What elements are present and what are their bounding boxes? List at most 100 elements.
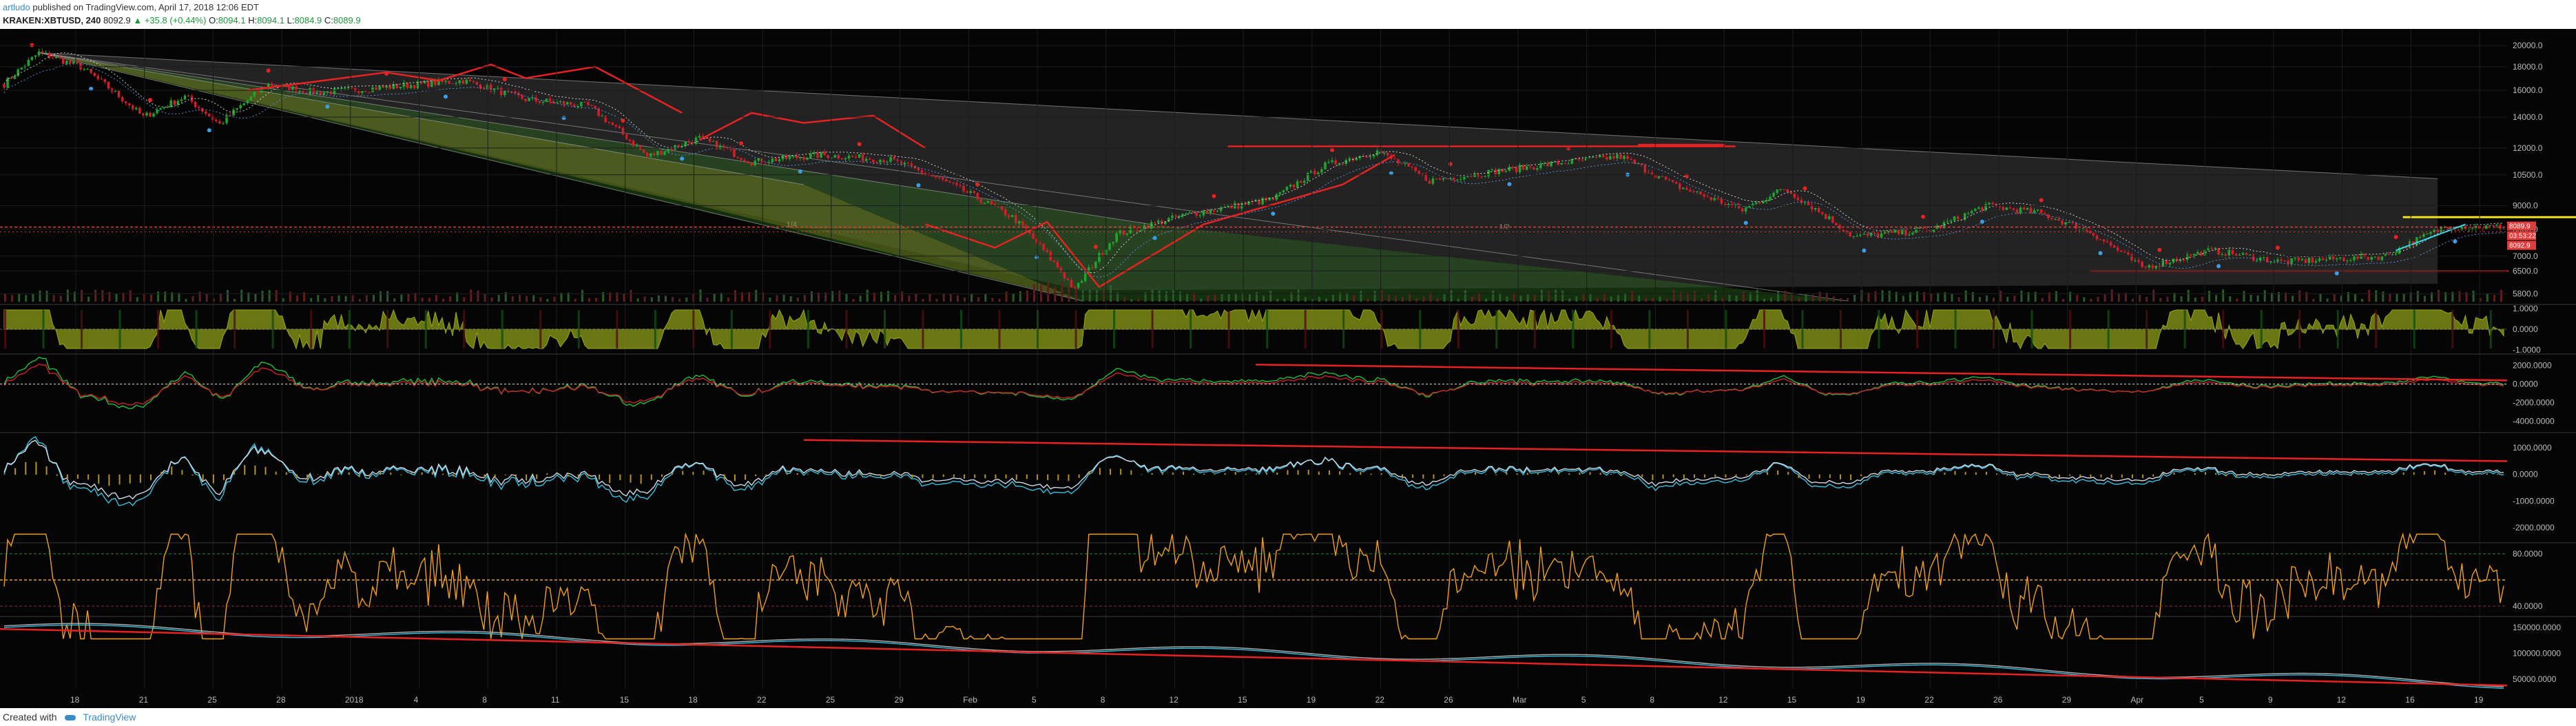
candle-body <box>1397 159 1400 164</box>
histogram-bar <box>35 461 37 475</box>
osc-tick-label: -1.0000 <box>2513 345 2541 355</box>
candle-body <box>127 103 131 105</box>
oscillator-bar <box>1151 310 1154 349</box>
volume-bar <box>1665 298 1668 302</box>
candle-body <box>962 185 965 191</box>
volume-bar <box>373 295 375 302</box>
candle-body <box>820 152 822 158</box>
candle-body <box>2061 220 2064 225</box>
volume-bar <box>310 298 313 302</box>
candle-body <box>1153 222 1156 223</box>
sell-signal-marker <box>2275 245 2280 250</box>
histogram-bar <box>2110 474 2112 478</box>
oscillator-pane[interactable]: 1.0000 0.0000 -1.0000 <box>0 304 2541 355</box>
volume-bar <box>1151 289 1154 302</box>
candle-body <box>580 101 583 107</box>
chart-area[interactable]: 1/4 1/2 20000.0 18000.0 16000.0 14000.0 12000.… <box>0 29 2576 708</box>
candle-body <box>17 69 19 76</box>
candle-body <box>1122 230 1125 235</box>
candle-body <box>823 152 826 156</box>
volume-bar <box>1436 298 1439 302</box>
price-pane[interactable]: 1/4 1/2 <box>0 43 2576 302</box>
histogram-bar <box>911 474 913 478</box>
tradingview-brand-link[interactable]: TradingView <box>83 712 136 723</box>
histogram-bar <box>129 474 131 484</box>
histogram-bar <box>1537 473 1539 475</box>
volume-bar <box>2013 295 2016 302</box>
oscillator-bar <box>233 310 236 349</box>
candle-body <box>1052 260 1056 262</box>
histogram-bar <box>1360 471 1362 475</box>
candle-body <box>41 51 44 53</box>
candle-body <box>1452 178 1455 180</box>
histogram-bar <box>2037 473 2039 475</box>
volume-bar <box>511 296 514 302</box>
volume-bars <box>4 282 2502 302</box>
volume-bar <box>560 293 563 302</box>
volume-bar <box>463 297 466 302</box>
histogram-bar <box>1662 474 1664 479</box>
candle-body <box>218 121 221 124</box>
candle-body <box>302 90 304 93</box>
volume-bar <box>942 293 945 302</box>
rsi-pane[interactable]: 80.0000 40.0000 <box>0 532 2543 641</box>
candle-body <box>1528 166 1532 167</box>
volume-bar <box>1054 287 1057 302</box>
candle-body <box>2248 254 2252 256</box>
histogram-bar <box>2444 473 2447 475</box>
macd-pane[interactable]: 1000.0000 0.0000 -1000.0000 -2000.0000 <box>3 436 2555 532</box>
zigzag-line <box>925 154 1395 289</box>
volume-bar <box>935 298 938 302</box>
candle-body <box>169 100 173 107</box>
candle-body <box>2356 255 2359 259</box>
volume-bar <box>1735 295 1738 302</box>
tradingview-cloud-icon <box>65 715 76 721</box>
volume-bar <box>289 291 291 302</box>
momentum-pane[interactable]: 2000.0000 0.0000 -2000.0000 -4000.0000 <box>0 356 2555 426</box>
author-link[interactable]: artludo <box>3 2 30 12</box>
candle-body <box>1417 171 1421 174</box>
volume-bar <box>1867 292 1870 302</box>
volume-bar <box>657 295 660 302</box>
candle-body <box>315 92 319 94</box>
histogram-bar <box>1787 472 1789 475</box>
volume-bar <box>1026 290 1028 302</box>
badge-bg <box>2507 231 2536 240</box>
histogram-bar <box>1161 473 1163 475</box>
chart-canvas[interactable]: 1/4 1/2 20000.0 18000.0 16000.0 14000.0 12000.… <box>0 29 2576 708</box>
fan-label: 1/4 <box>787 220 797 229</box>
volume-bar <box>2194 297 2196 302</box>
histogram-bar <box>2256 474 2258 476</box>
histogram-bar <box>1944 473 1946 475</box>
candle-body <box>2245 253 2248 255</box>
histogram-bar <box>25 461 27 475</box>
histogram-bar <box>1307 469 1309 475</box>
obv-pane[interactable]: 150000.0000 100000.0000 50000.0000 <box>0 623 2561 689</box>
candle-body <box>816 152 819 158</box>
histogram-bar <box>723 474 725 479</box>
candle-body <box>2290 258 2293 265</box>
volume-bar <box>52 295 55 302</box>
volume-bar <box>456 292 459 302</box>
candle-body <box>371 87 374 92</box>
symbol-name[interactable]: KRAKEN:XBTUSD, 240 <box>3 15 101 25</box>
volume-bar <box>755 289 758 302</box>
volume-bar <box>650 297 653 302</box>
candle-body <box>1348 158 1351 160</box>
volume-bar <box>1770 298 1773 302</box>
candle-body <box>565 102 569 105</box>
volume-bar <box>1652 297 1654 302</box>
candle-body <box>562 101 565 105</box>
histogram-bar <box>2058 474 2060 478</box>
volume-bar <box>331 295 333 302</box>
candle-body <box>653 153 656 156</box>
candle-body <box>507 90 510 92</box>
candle-body <box>215 119 218 122</box>
buy-signal-marker <box>1743 220 1748 225</box>
candle-body <box>1981 207 1984 211</box>
volume-bar <box>1290 292 1293 302</box>
candle-body <box>322 92 326 96</box>
candle-body <box>705 136 708 138</box>
histogram-bar <box>682 470 684 475</box>
histogram-bar <box>285 472 287 475</box>
